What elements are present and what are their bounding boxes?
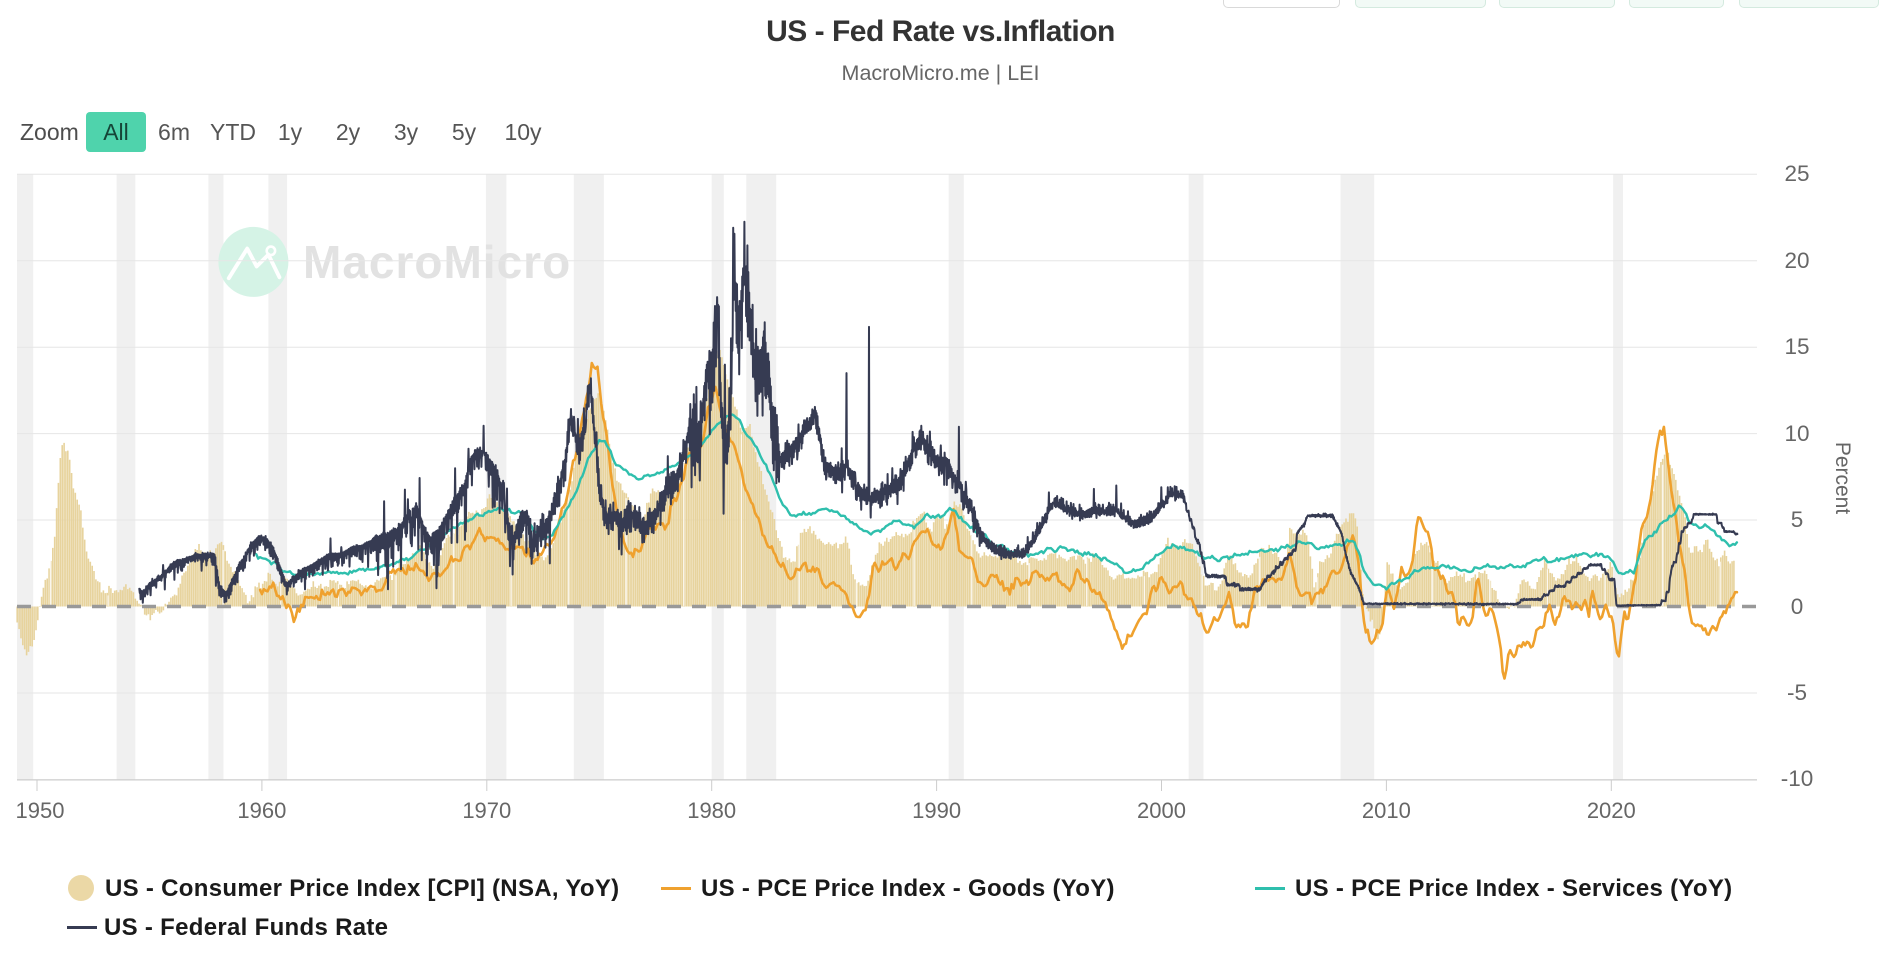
- svg-text:MacroMicro: MacroMicro: [303, 236, 571, 288]
